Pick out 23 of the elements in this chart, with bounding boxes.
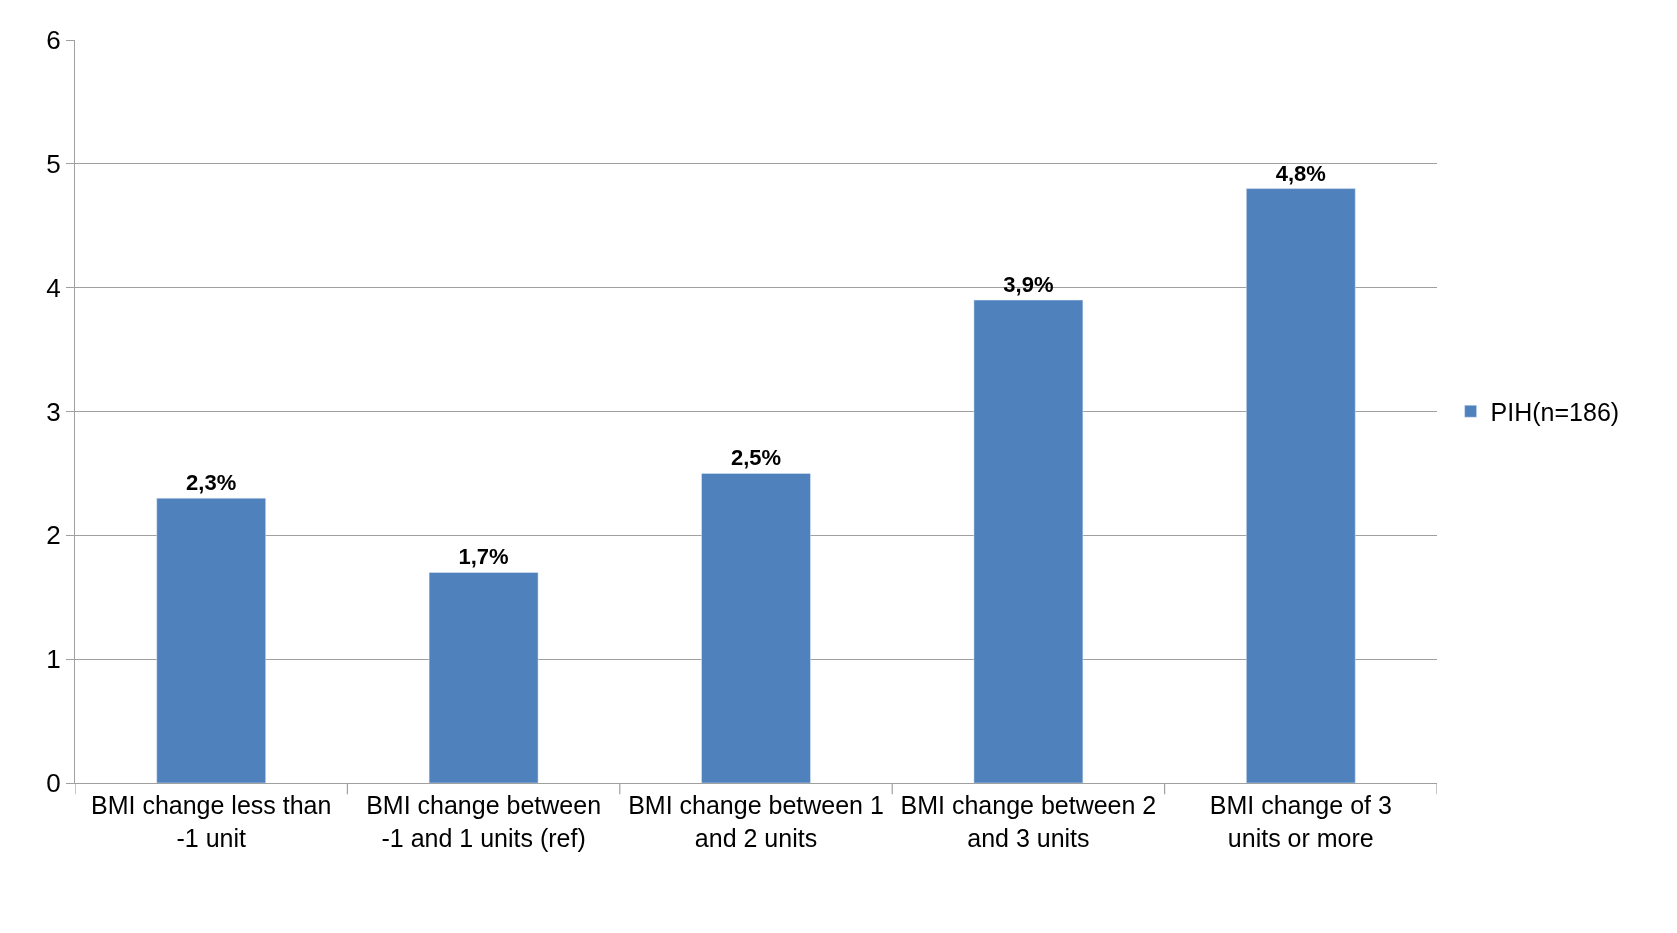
y-tick-label: 6: [46, 25, 61, 56]
data-label: 1,7%: [458, 544, 509, 570]
data-label: 4,8%: [1275, 160, 1326, 186]
bar: [973, 299, 1084, 783]
y-tick-label: 4: [46, 272, 61, 303]
legend-label: PIH(n=186): [1490, 398, 1620, 426]
x-tick-label: BMI change between 1 and 2 units: [628, 791, 884, 852]
data-label: 3,9%: [1003, 272, 1054, 298]
bar: [701, 473, 811, 783]
x-tick-label: BMI change between 2 and 3 units: [900, 791, 1157, 852]
bar: [156, 497, 266, 783]
y-tick-label: 2: [46, 520, 61, 551]
data-label: 2,3%: [186, 470, 237, 496]
data-label: 2,5%: [730, 445, 782, 471]
x-tick-label: BMI change of 3 units or more: [1209, 791, 1392, 852]
y-tick-label: 3: [46, 396, 61, 427]
bar: [428, 572, 539, 783]
x-tick-label: BMI change less than -1 unit: [90, 791, 332, 852]
bar: [1246, 188, 1356, 783]
y-tick-label: 0: [46, 768, 61, 799]
y-tick-label: 5: [46, 148, 61, 179]
x-tick-label: BMI change between -1 and 1 units (ref): [366, 791, 602, 852]
y-tick-label: 1: [46, 644, 61, 675]
